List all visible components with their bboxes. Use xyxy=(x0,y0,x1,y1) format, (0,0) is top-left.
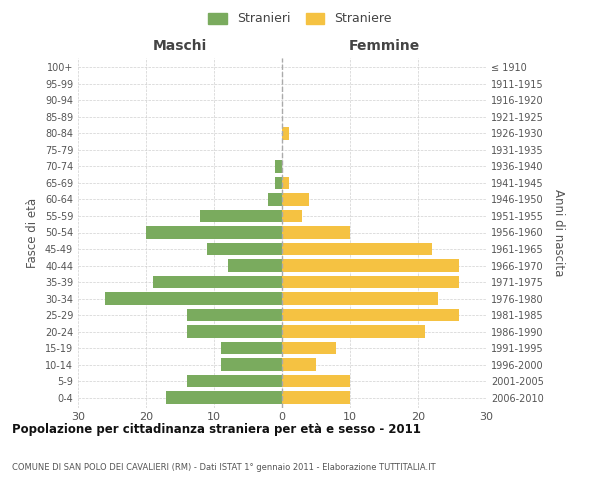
Bar xyxy=(221,358,282,371)
Bar xyxy=(187,309,282,321)
Bar xyxy=(200,210,282,222)
Text: Popolazione per cittadinanza straniera per età e sesso - 2011: Popolazione per cittadinanza straniera p… xyxy=(12,422,421,436)
Text: COMUNE DI SAN POLO DEI CAVALIERI (RM) - Dati ISTAT 1° gennaio 2011 - Elaborazion: COMUNE DI SAN POLO DEI CAVALIERI (RM) - … xyxy=(12,462,436,471)
Bar xyxy=(282,326,425,338)
Bar xyxy=(153,276,282,288)
Bar xyxy=(105,292,282,304)
Bar xyxy=(282,194,309,205)
Bar xyxy=(282,243,431,255)
Legend: Stranieri, Straniere: Stranieri, Straniere xyxy=(205,8,395,29)
Bar xyxy=(282,292,439,304)
Bar xyxy=(275,160,282,172)
Bar xyxy=(227,260,282,272)
Y-axis label: Fasce di età: Fasce di età xyxy=(26,198,39,268)
Bar xyxy=(221,342,282,354)
Y-axis label: Anni di nascita: Anni di nascita xyxy=(551,189,565,276)
Bar xyxy=(282,358,316,371)
Bar xyxy=(187,375,282,388)
Text: Femmine: Femmine xyxy=(349,38,419,52)
Bar xyxy=(166,392,282,404)
Bar xyxy=(146,226,282,238)
Bar xyxy=(282,210,302,222)
Text: Maschi: Maschi xyxy=(153,38,207,52)
Bar xyxy=(282,276,459,288)
Bar xyxy=(282,309,459,321)
Bar xyxy=(282,342,337,354)
Bar xyxy=(282,260,459,272)
Bar xyxy=(282,375,350,388)
Bar xyxy=(275,177,282,189)
Bar xyxy=(282,128,289,140)
Bar xyxy=(187,326,282,338)
Bar xyxy=(282,392,350,404)
Bar xyxy=(282,226,350,238)
Bar xyxy=(268,194,282,205)
Bar xyxy=(282,177,289,189)
Bar xyxy=(207,243,282,255)
